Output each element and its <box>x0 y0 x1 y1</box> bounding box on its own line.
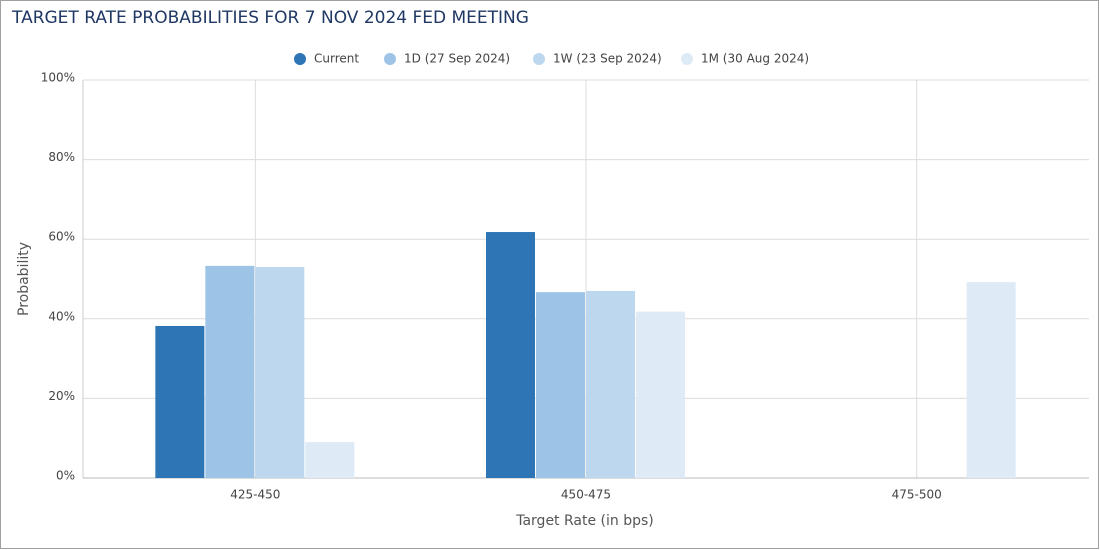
legend-marker <box>681 53 693 65</box>
y-tick-label: 100% <box>41 71 75 85</box>
y-tick-label: 0% <box>56 469 75 483</box>
bar <box>305 442 355 478</box>
legend-label: 1M (30 Aug 2024) <box>701 52 809 66</box>
legend-label: 1W (23 Sep 2024) <box>553 52 662 66</box>
chart-title: TARGET RATE PROBABILITIES FOR 7 NOV 2024… <box>11 8 529 28</box>
y-tick-label: 80% <box>48 150 75 164</box>
legend-marker <box>294 53 306 65</box>
y-tick-label: 60% <box>48 230 75 244</box>
bar <box>636 311 685 478</box>
bar <box>155 325 205 478</box>
bar <box>486 232 535 478</box>
legend-marker <box>533 53 545 65</box>
y-axis-title: Probability <box>16 242 32 316</box>
bar <box>255 267 305 478</box>
legend-label: Current <box>314 52 359 66</box>
bar <box>536 292 585 478</box>
y-tick-label: 20% <box>48 389 75 403</box>
bar <box>966 282 1016 478</box>
y-tick-label: 40% <box>48 309 75 323</box>
bar <box>586 290 635 478</box>
x-tick-label: 425-450 <box>230 488 280 502</box>
x-tick-label: 450-475 <box>561 488 611 502</box>
bar <box>205 265 255 478</box>
x-axis-title: Target Rate (in bps) <box>515 513 654 529</box>
x-tick-label: 475-500 <box>892 488 942 502</box>
legend-marker <box>384 53 396 65</box>
legend-label: 1D (27 Sep 2024) <box>404 52 510 66</box>
